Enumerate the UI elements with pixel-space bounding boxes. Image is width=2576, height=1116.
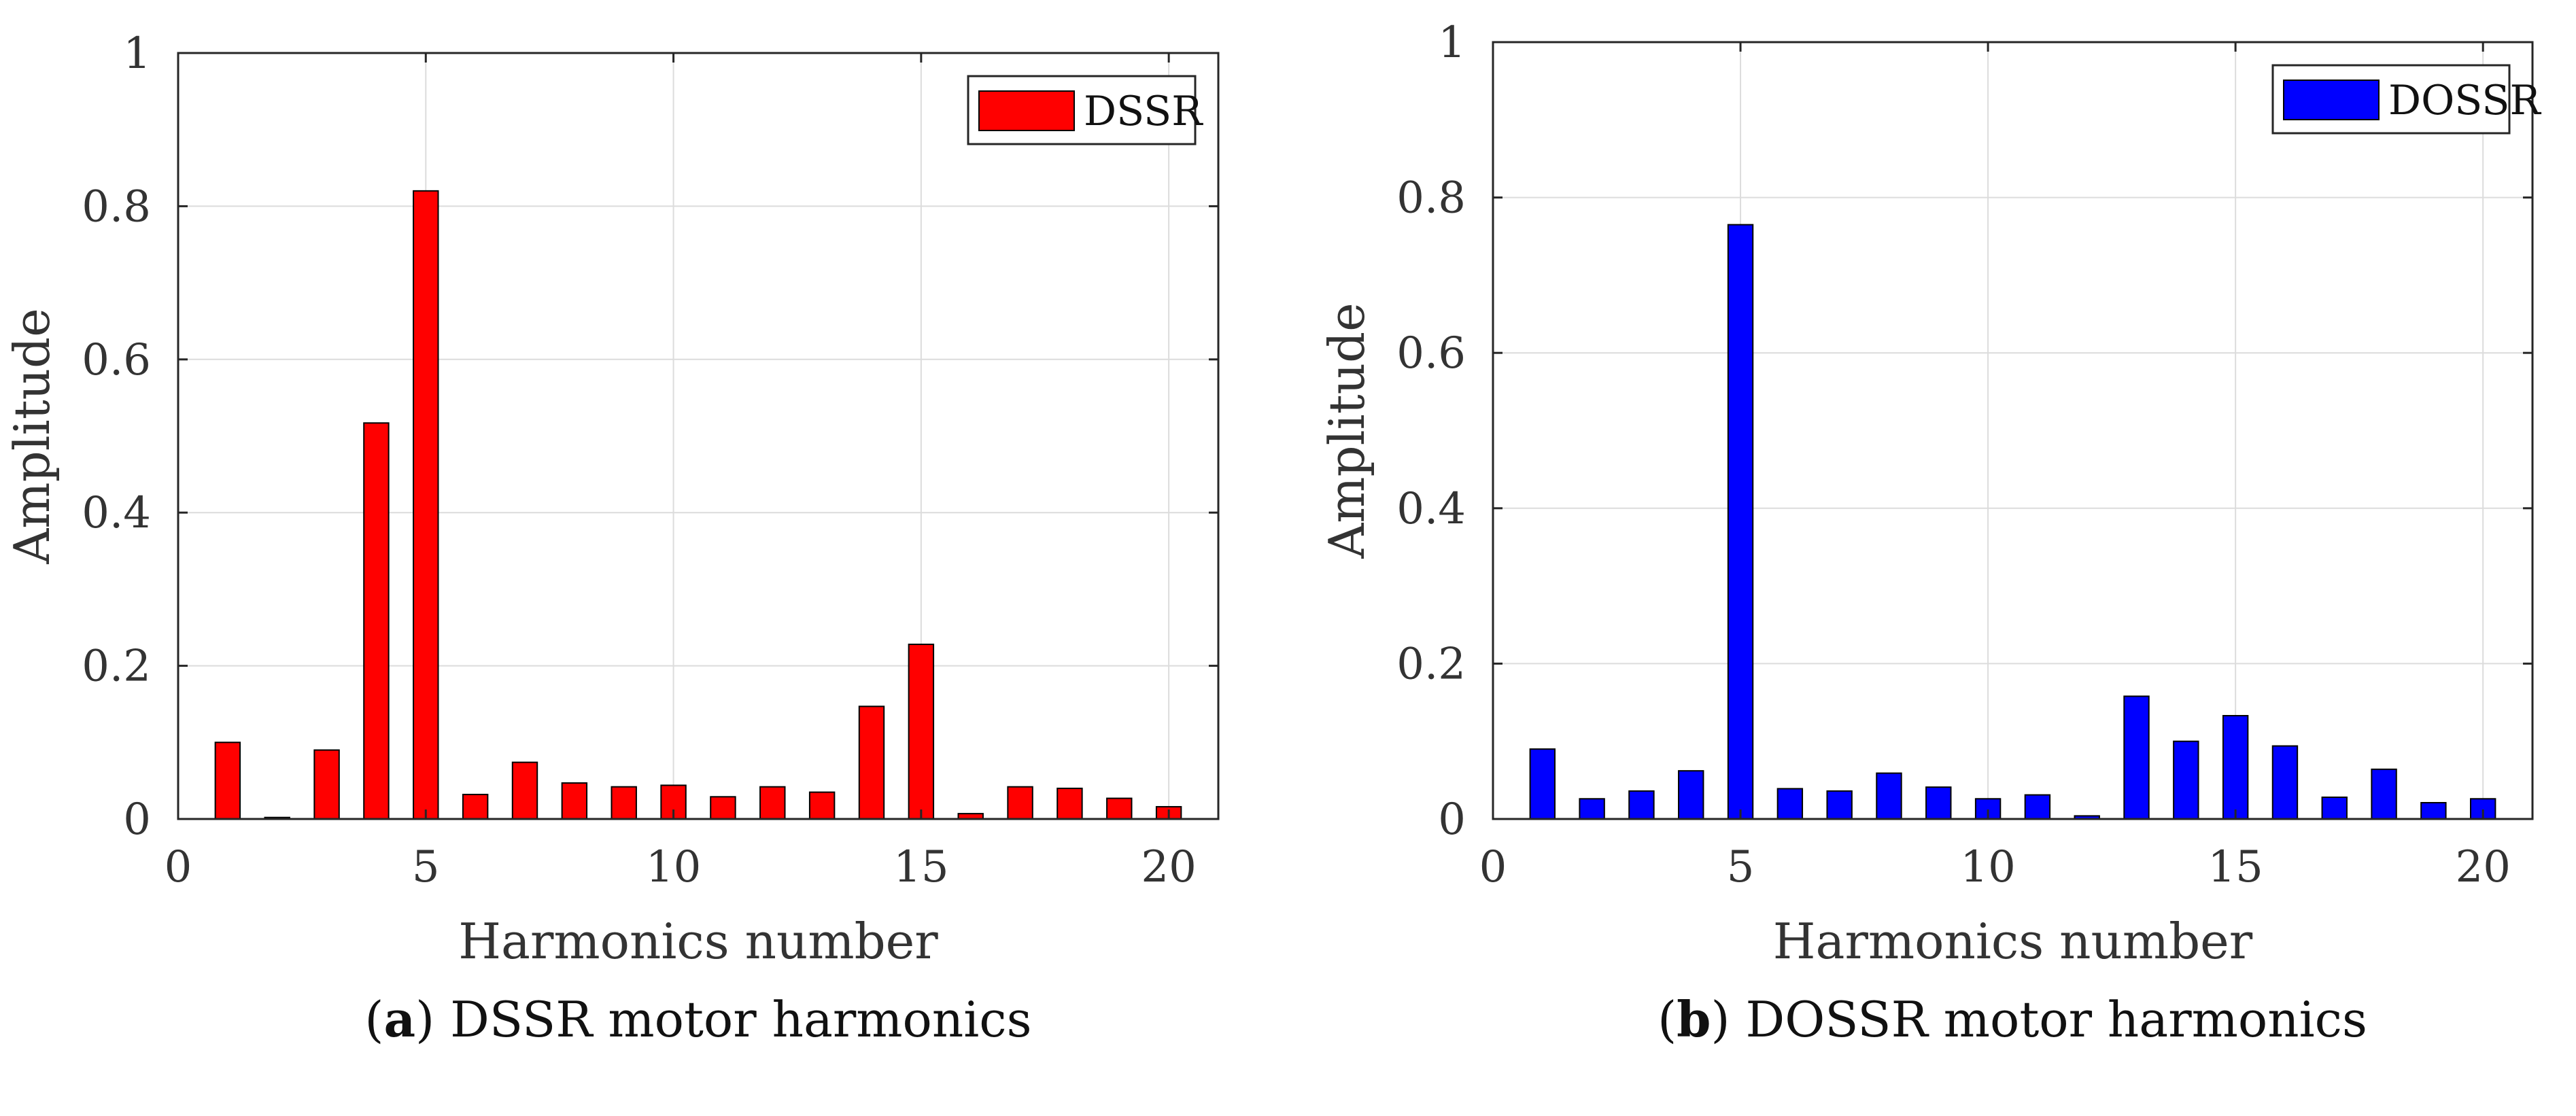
bar-18 [2371, 768, 2397, 820]
plot-area [178, 53, 1218, 819]
x-tick-label: 5 [412, 842, 440, 892]
x-tick-label: 20 [1141, 842, 1196, 892]
bar-9 [1925, 786, 1952, 820]
legend-swatch [978, 90, 1075, 131]
bar-11 [710, 796, 736, 820]
y-tick-label: 1 [123, 29, 151, 79]
y-tick-label: 1 [1438, 18, 1466, 68]
y-axis-label: Amplitude [3, 308, 61, 564]
bar-7 [511, 761, 538, 820]
panel-caption: (b) DOSSR motor harmonics [1658, 990, 2367, 1048]
axes-box [177, 52, 1220, 820]
bar-1 [214, 742, 241, 820]
bar-13 [808, 791, 836, 820]
y-tick-label: 0.4 [82, 488, 151, 538]
x-tick-label: 0 [165, 842, 192, 892]
plot-area [1493, 42, 2532, 819]
bar-12 [759, 786, 786, 820]
bar-7 [1826, 790, 1853, 820]
bar-2 [1579, 798, 1605, 820]
bar-14 [2173, 740, 2199, 820]
bar-14 [858, 705, 885, 820]
panel-caption: (a) DSSR motor harmonics [364, 990, 1031, 1048]
legend-box [2271, 64, 2511, 135]
x-tick-label: 20 [2455, 842, 2510, 892]
x-axis-label: Harmonics number [1773, 913, 2253, 970]
bar-6 [1776, 788, 1804, 820]
bar-4 [363, 422, 390, 820]
x-tick-label: 0 [1479, 842, 1507, 892]
bar-15 [908, 644, 935, 820]
y-tick-label: 0.8 [1396, 173, 1466, 224]
bar-6 [462, 793, 489, 820]
caption-text: DOSSR motor harmonics [1745, 991, 2367, 1048]
y-tick-label: 0 [123, 795, 151, 845]
legend-box [967, 75, 1197, 145]
bar-11 [2024, 794, 2051, 820]
bar-19 [1106, 797, 1133, 820]
bar-20 [2469, 798, 2496, 820]
x-tick-label: 15 [893, 842, 948, 892]
y-axis-label: Amplitude [1318, 302, 1375, 559]
bar-4 [1678, 770, 1704, 820]
caption-text: DSSR motor harmonics [450, 991, 1031, 1048]
bar-17 [2321, 796, 2348, 820]
bar-5 [413, 190, 439, 820]
y-tick-label: 0.2 [82, 642, 151, 692]
bar-5 [1727, 224, 1754, 820]
y-tick-label: 0.8 [82, 181, 151, 232]
bar-15 [2222, 714, 2249, 820]
legend: DOSSR [2271, 64, 2541, 135]
x-tick-label: 15 [2208, 842, 2263, 892]
x-tick-label: 5 [1727, 842, 1755, 892]
x-axis-label: Harmonics number [458, 913, 938, 970]
legend-label: DSSR [1084, 88, 1203, 135]
legend-swatch [2283, 80, 2380, 120]
caption-close-paren: ) [415, 991, 450, 1048]
caption-open-paren: ( [1658, 991, 1677, 1048]
bar-3 [1628, 790, 1655, 820]
bar-17 [1007, 786, 1033, 820]
bar-8 [561, 782, 588, 820]
x-tick-label: 10 [646, 842, 701, 892]
bar-13 [2123, 695, 2150, 820]
caption-letter: b [1677, 990, 1711, 1048]
axes-box [1492, 41, 2534, 820]
caption-letter: a [384, 990, 416, 1048]
y-tick-label: 0.6 [82, 335, 151, 385]
bar-19 [2420, 801, 2447, 820]
legend-label: DOSSR [2388, 77, 2541, 124]
legend: DSSR [967, 75, 1203, 145]
bar-18 [1057, 787, 1083, 820]
bar-16 [2271, 745, 2299, 820]
bar-1 [1529, 748, 1556, 820]
x-tick-label: 10 [1960, 842, 2015, 892]
y-tick-label: 0 [1438, 795, 1466, 845]
y-tick-label: 0.6 [1396, 328, 1466, 379]
y-tick-label: 0.4 [1396, 484, 1466, 534]
bar-8 [1876, 772, 1902, 820]
chart-panel-b: 0 5 10 15 20 0 0.2 0.4 0.6 0.8 1 Harmonics number Am… [1318, 18, 2541, 1048]
bar-3 [313, 749, 340, 820]
y-tick-label: 0.2 [1396, 639, 1466, 689]
chart-panel-a: 0 5 10 15 20 0 0.2 0.4 0.6 0.8 1 Harmonics number Am… [3, 29, 1220, 1048]
caption-close-paren: ) [1711, 991, 1746, 1048]
caption-open-paren: ( [364, 991, 383, 1048]
bar-9 [611, 786, 637, 820]
